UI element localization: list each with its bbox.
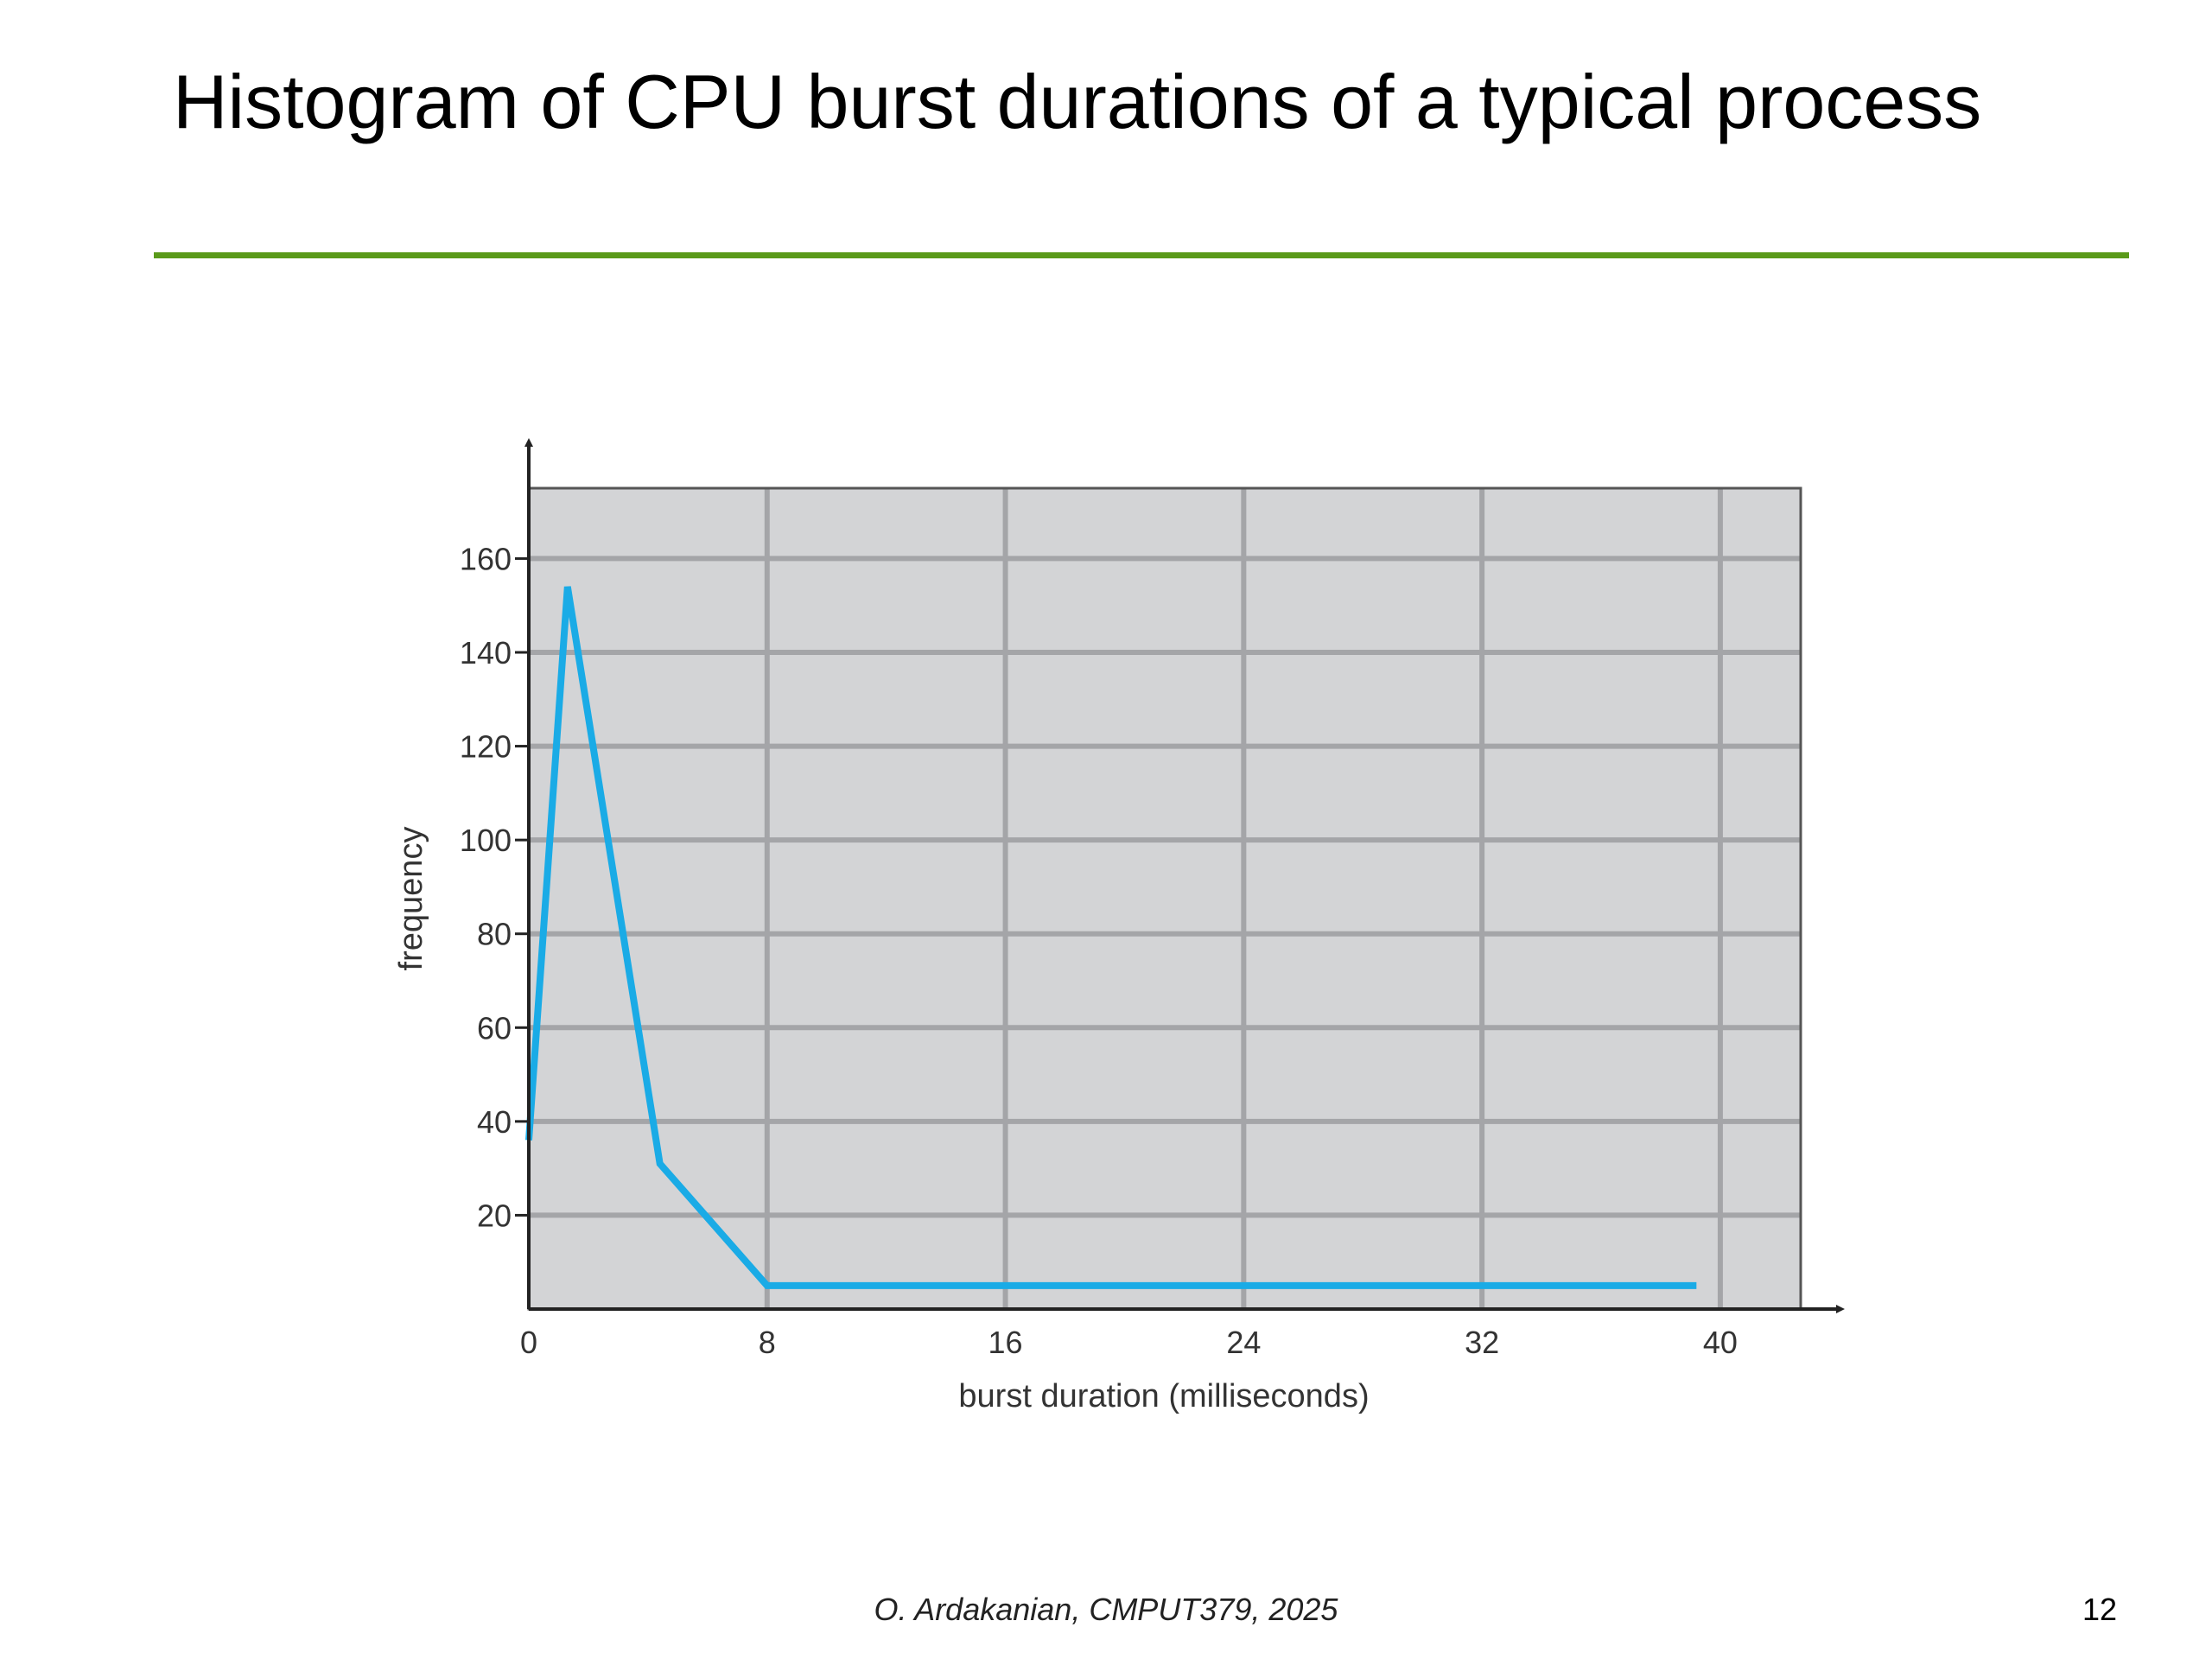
slide-title: Histogram of CPU burst durations of a ty… — [173, 59, 1982, 144]
series-line — [525, 586, 1697, 1289]
x-tick-label: 40 — [1703, 1325, 1738, 1360]
x-tick-label: 32 — [1465, 1325, 1499, 1360]
y-tick-label: 120 — [460, 729, 512, 765]
y-tick-label: 60 — [477, 1010, 512, 1046]
y-axis-label: frequency — [393, 827, 429, 971]
y-tick-label: 140 — [460, 635, 512, 671]
x-axis-label: burst duration (milliseconds) — [958, 1378, 1369, 1414]
x-tick-label: 0 — [520, 1325, 537, 1360]
plot-area — [529, 488, 1801, 1309]
title-divider — [154, 252, 2129, 258]
y-tick-label: 100 — [460, 823, 512, 858]
y-tick-label: 160 — [460, 541, 512, 576]
x-tick-label: 16 — [988, 1325, 1023, 1360]
x-tick-label: 8 — [759, 1325, 776, 1360]
y-tick-label: 20 — [477, 1198, 512, 1233]
y-tick-label: 80 — [477, 917, 512, 952]
x-tick-labels: 0 8 16 24 32 40 — [520, 1325, 1738, 1360]
series-group — [525, 586, 1697, 1289]
x-tick-label: 24 — [1226, 1325, 1261, 1360]
y-tick-labels: 20 40 60 80 100 120 140 160 — [460, 541, 529, 1233]
axes — [524, 438, 1845, 1313]
footer-credit: O. Ardakanian, CMPUT379, 2025 — [874, 1592, 1338, 1627]
y-tick-label: 40 — [477, 1104, 512, 1140]
slide-number: 12 — [2082, 1592, 2117, 1627]
